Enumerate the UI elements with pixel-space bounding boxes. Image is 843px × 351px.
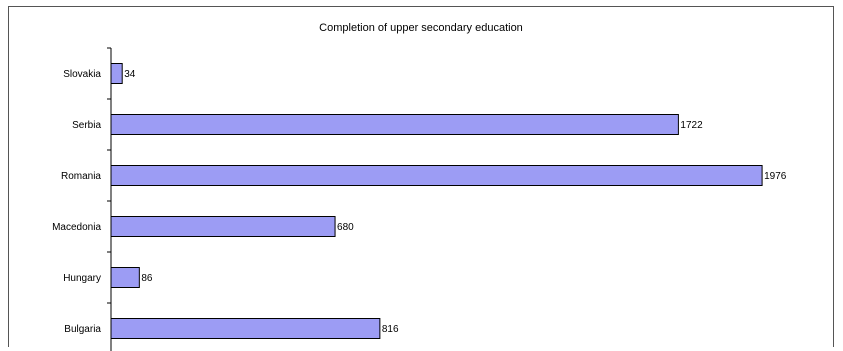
category-label: Bulgaria	[64, 324, 101, 335]
chart-title: Completion of upper secondary education	[319, 22, 523, 34]
bar-value-label: 680	[337, 222, 354, 233]
category-label: Hungary	[63, 273, 101, 284]
category-label: Slovakia	[63, 69, 101, 80]
category-label: Romania	[61, 171, 101, 182]
bar	[110, 267, 140, 288]
bar-value-label: 1722	[680, 120, 703, 131]
bar-value-label: 34	[124, 69, 136, 80]
bar	[110, 114, 679, 135]
bar-value-label: 86	[141, 273, 153, 284]
category-label: Serbia	[72, 120, 101, 131]
bar	[110, 63, 123, 84]
bar-value-label: 1976	[764, 171, 787, 182]
category-label: Macedonia	[52, 222, 101, 233]
bar	[110, 165, 763, 186]
bar	[110, 216, 336, 237]
bar-value-label: 816	[382, 324, 399, 335]
bar	[110, 318, 381, 339]
